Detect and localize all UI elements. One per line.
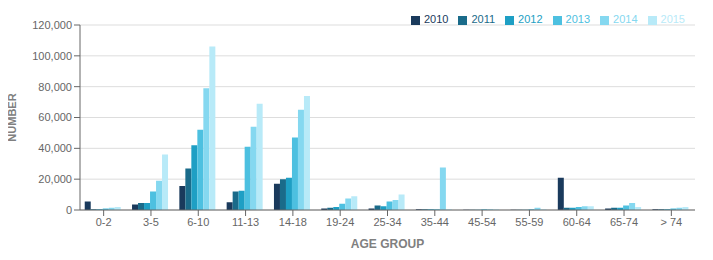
svg-text:60-64: 60-64	[563, 216, 591, 228]
svg-text:NUMBER: NUMBER	[8, 93, 18, 141]
svg-text:40,000: 40,000	[38, 142, 72, 154]
svg-text:20,000: 20,000	[38, 173, 72, 185]
svg-text:3-5: 3-5	[143, 216, 159, 228]
svg-text:25-34: 25-34	[373, 216, 401, 228]
svg-text:55-59: 55-59	[515, 216, 543, 228]
svg-text:120,000: 120,000	[32, 19, 72, 31]
svg-text:6-10: 6-10	[187, 216, 209, 228]
svg-text:45-54: 45-54	[468, 216, 496, 228]
svg-text:65-74: 65-74	[610, 216, 638, 228]
svg-text:100,000: 100,000	[32, 50, 72, 62]
html-text:2010: 2010	[423, 13, 449, 25]
html-text:2011: 2011	[471, 13, 496, 25]
svg-text:0: 0	[66, 204, 72, 216]
html-text:2013: 2013	[565, 13, 590, 25]
html-text:2014: 2014	[613, 13, 638, 25]
svg-text:80,000: 80,000	[38, 81, 72, 93]
svg-text:> 74: > 74	[660, 216, 682, 228]
svg-text:14-18: 14-18	[279, 216, 307, 228]
svg-text:19-24: 19-24	[326, 216, 354, 228]
svg-text:0-2: 0-2	[96, 216, 112, 228]
html-text:2015: 2015	[660, 13, 685, 25]
html-text:2012: 2012	[518, 13, 543, 25]
svg-text:60,000: 60,000	[38, 111, 72, 123]
svg-text:AGE GROUP: AGE GROUP	[351, 237, 424, 248]
svg-text:11-13: 11-13	[232, 216, 259, 228]
svg-text:35-44: 35-44	[421, 216, 449, 228]
